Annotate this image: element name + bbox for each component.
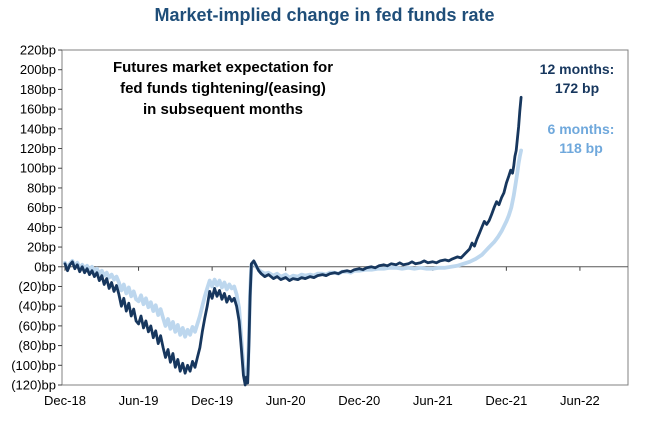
plot-area-border bbox=[61, 49, 629, 386]
x-tick-label: Dec-19 bbox=[191, 393, 233, 408]
y-tick-label: 40bp bbox=[27, 220, 56, 235]
x-tick-label: Dec-20 bbox=[338, 393, 380, 408]
y-tick-label: 120bp bbox=[20, 141, 56, 156]
y-tick-label: 60bp bbox=[27, 200, 56, 215]
y-tick-label: (20)bp bbox=[18, 279, 56, 294]
chart-title: Market-implied change in fed funds rate bbox=[154, 5, 495, 25]
y-tick-label: 200bp bbox=[20, 62, 56, 77]
x-tick-label: Jun-21 bbox=[413, 393, 453, 408]
y-tick-label: (40)bp bbox=[18, 299, 56, 314]
y-tick-label: (120)bp bbox=[11, 378, 56, 393]
y-tick-label: (60)bp bbox=[18, 318, 56, 333]
series-line-12-months bbox=[63, 95, 523, 387]
y-tick-label: 0bp bbox=[34, 259, 56, 274]
x-tick-label: Dec-21 bbox=[485, 393, 527, 408]
y-tick-label: 140bp bbox=[20, 121, 56, 136]
y-tick-label: 220bp bbox=[20, 43, 56, 58]
series-line-6-months bbox=[63, 148, 523, 381]
y-tick-label: (80)bp bbox=[18, 338, 56, 353]
y-tick-label: 80bp bbox=[27, 180, 56, 195]
y-tick-label: 100bp bbox=[20, 161, 56, 176]
x-tick-label: Jun-20 bbox=[266, 393, 306, 408]
note-annotation: Futures market expectation for fed funds… bbox=[112, 59, 334, 118]
x-tick-label: Dec-18 bbox=[44, 393, 86, 408]
callout-12-months: 12 months: 172 bp bbox=[539, 61, 615, 96]
y-tick-label: 160bp bbox=[20, 102, 56, 117]
y-tick-label: 20bp bbox=[27, 240, 56, 255]
y-tick-label: 180bp bbox=[20, 82, 56, 97]
x-tick-label: Jun-22 bbox=[560, 393, 600, 408]
x-tick-label: Jun-19 bbox=[119, 393, 159, 408]
y-axis: 220bp 200bp 180bp 160bp 140bp 120bp 100bp 80bp 6… bbox=[11, 43, 62, 393]
x-axis: Dec-18 Jun-19 Dec-19 Jun-20 Dec-20 Jun-21 Dec-… bbox=[44, 266, 600, 408]
callout-6-months: 6 months: 118 bp bbox=[547, 121, 615, 156]
y-tick-label: (100)bp bbox=[11, 358, 56, 373]
